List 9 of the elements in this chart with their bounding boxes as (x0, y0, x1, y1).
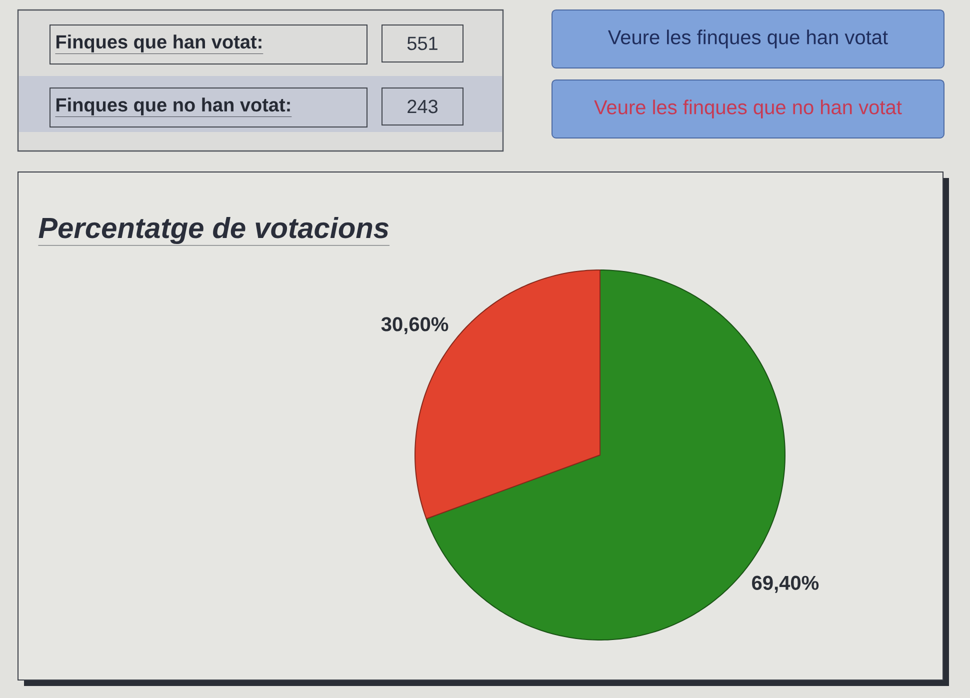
text: 243 (408, 100, 438, 114)
text: Finques que no han votat: (56, 98, 290, 116)
chart-title: Percentatge de votacions (38, 216, 389, 244)
text: Veure les finques que han votat (608, 30, 888, 48)
data-label: 69,40% (752, 576, 819, 593)
text: 551 (407, 36, 438, 50)
text: Veure les finques que no han votat (594, 100, 902, 118)
data-label: 30,60% (381, 317, 448, 334)
text: Finques que han votat: (56, 34, 262, 52)
